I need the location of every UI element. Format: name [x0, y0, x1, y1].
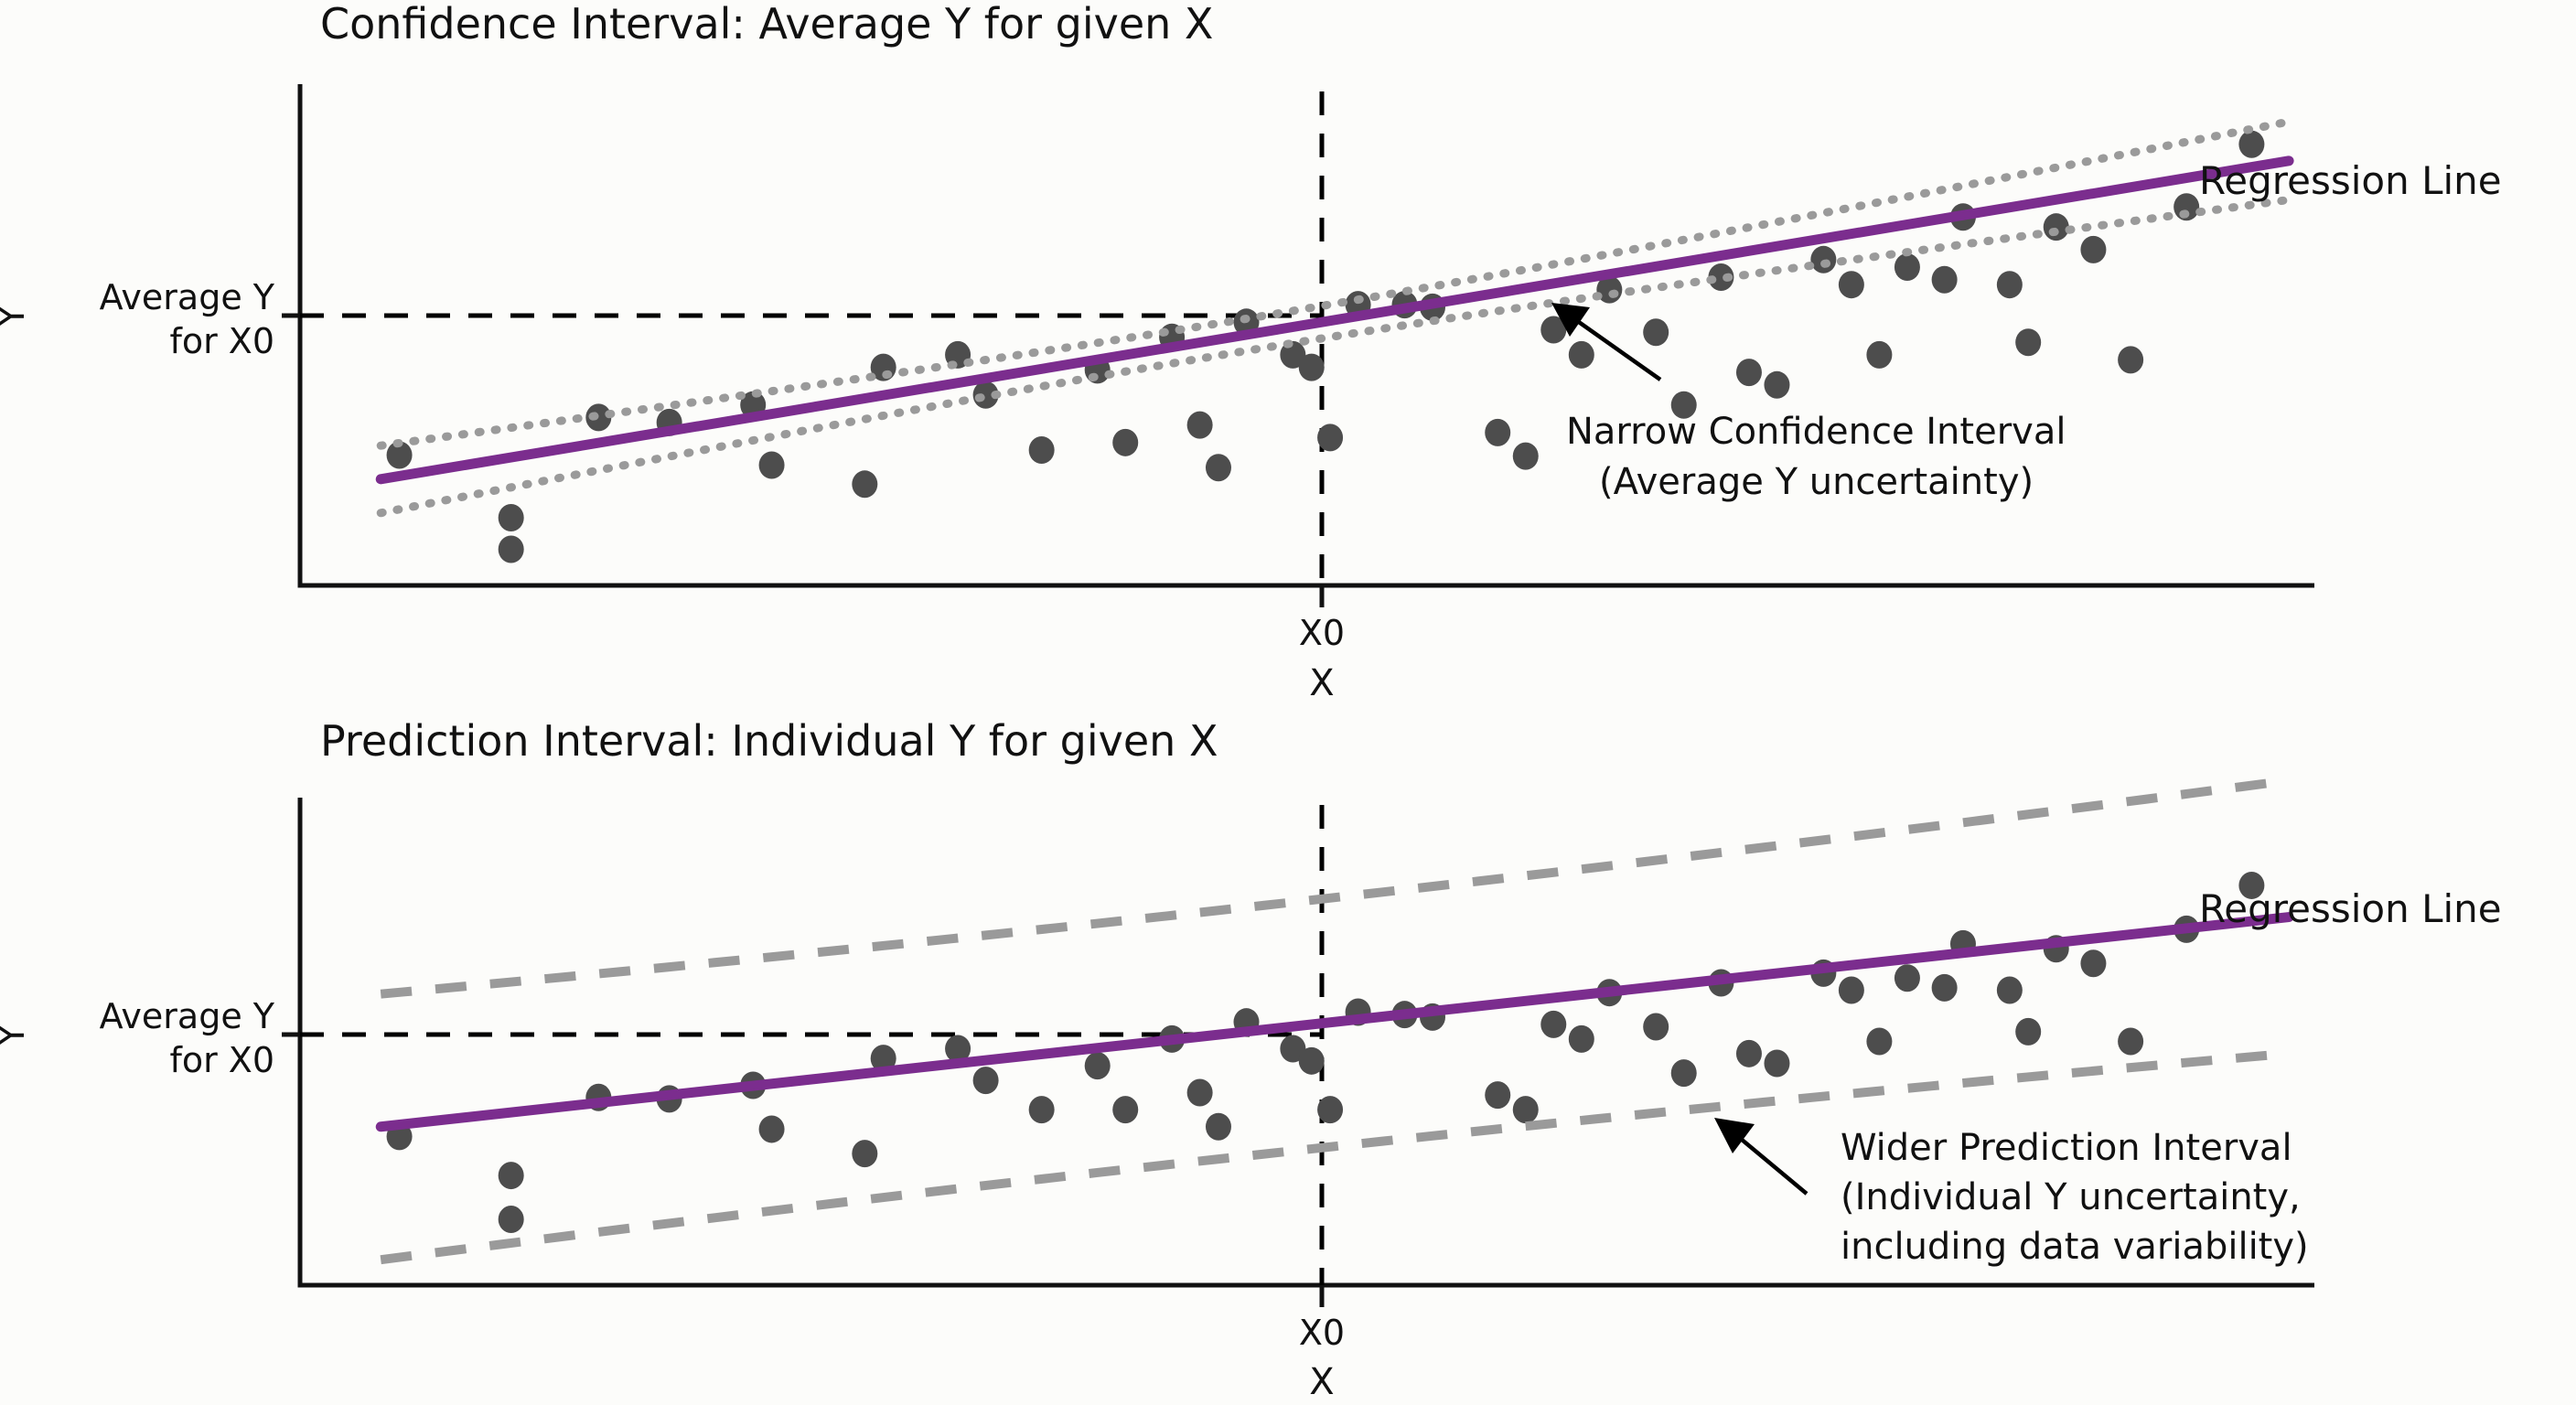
scatter-point [1028, 436, 1055, 465]
scatter-point [852, 470, 878, 499]
scatter-point [1764, 370, 1790, 399]
scatter-point [1866, 340, 1893, 369]
scatter-point [1280, 1035, 1306, 1063]
bottom-x-axis-label: X [1309, 1361, 1334, 1403]
scatter-point [1317, 1096, 1344, 1124]
top-y-axis-label: Y [0, 305, 33, 328]
scatter-point [2080, 235, 2107, 263]
scatter-point [1186, 1078, 1213, 1107]
scatter-point [1317, 424, 1344, 452]
scatter-point [945, 1035, 971, 1063]
panel-title-prediction: Prediction Interval: Individual Y for gi… [320, 716, 1218, 766]
bottom-annotation-line2: (Individual Y uncertainty, [1841, 1176, 2301, 1218]
top-confidence-band-upper [376, 117, 2293, 450]
scatter-point [498, 504, 524, 532]
scatter-point [2118, 346, 2144, 374]
bottom-regression-line [375, 912, 2294, 1132]
scatter-point [1568, 340, 1594, 369]
top-y-ticklabel-line2: for X0 [169, 321, 274, 361]
scatter-point [1735, 1039, 1762, 1067]
bottom-prediction-band-lower [380, 1048, 2290, 1265]
scatter-point [498, 535, 524, 563]
scatter-point [1186, 411, 1213, 439]
scatter-point [1764, 1049, 1790, 1078]
scatter-point [1485, 418, 1511, 446]
bottom-annotation-line1: Wider Prediction Interval [1841, 1127, 2292, 1169]
scatter-point [1670, 1059, 1697, 1088]
scatter-point [1931, 973, 1958, 1002]
bottom-y-axis-label: Y [0, 1024, 33, 1047]
scatter-point [1996, 271, 2023, 299]
scatter-point [2015, 328, 2042, 357]
bottom-y-ticklabel-line1: Average Y [100, 996, 275, 1036]
scatter-point [2043, 213, 2069, 241]
panel-title-confidence: Confidence Interval: Average Y for given… [320, 0, 1213, 48]
bottom-y-ticklabel-line2: for X0 [169, 1040, 274, 1080]
top-x-ticklabel: X0 [1299, 613, 1345, 653]
scatter-point [758, 1115, 785, 1143]
top-panel-axes [297, 84, 2314, 588]
scatter-point [758, 451, 785, 479]
scatter-point [1810, 245, 1837, 273]
scatter-point [1112, 1096, 1139, 1124]
scatter-point [1112, 428, 1139, 456]
top-regression-line [375, 156, 2294, 485]
scatter-point [1996, 976, 2023, 1004]
scatter-point [1643, 1013, 1669, 1041]
scatter-point [585, 403, 612, 432]
top-annotation-arrow [1551, 303, 1662, 381]
scatter-point [2238, 130, 2265, 158]
scatter-point [1298, 353, 1325, 381]
scatter-point [1205, 1112, 1231, 1141]
scatter-point [972, 1067, 999, 1095]
scatter-point [1298, 1046, 1325, 1075]
bottom-prediction-band-upper [380, 776, 2290, 999]
scatter-point [1894, 253, 1920, 282]
scatter-point [1568, 1024, 1594, 1053]
scatter-point [1931, 265, 1958, 294]
scatter-point [1866, 1027, 1893, 1056]
scatter-point [386, 441, 413, 469]
scatter-point [1708, 263, 1734, 291]
scatter-point [1205, 454, 1231, 482]
scatter-point [498, 1162, 524, 1190]
scatter-point [1643, 318, 1669, 347]
scatter-point [1838, 271, 1864, 299]
scatter-point [1838, 976, 1864, 1004]
top-annotation-line2: (Average Y uncertainty) [1599, 461, 2034, 503]
scatter-point [1540, 1010, 1567, 1038]
scatter-point [1512, 1096, 1539, 1124]
scatter-point [1894, 964, 1920, 992]
bottom-x-ticklabel: X0 [1299, 1313, 1345, 1353]
scatter-point [2080, 949, 2107, 978]
top-y-ticklabel-line1: Average Y [100, 277, 275, 317]
scatter-point [1670, 391, 1697, 419]
scatter-point [1485, 1081, 1511, 1110]
top-confidence-band-lower [376, 195, 2293, 518]
scatter-point [498, 1206, 524, 1234]
scatter-point [1735, 359, 1762, 387]
scatter-point [2238, 871, 2265, 899]
scatter-point [1084, 1052, 1111, 1080]
scatter-point [1540, 316, 1567, 344]
top-annotation-line1: Narrow Confidence Interval [1566, 411, 2066, 453]
scatter-point [1512, 442, 1539, 470]
panel-prediction-interval: Prediction Interval: Individual Y for gi… [0, 716, 2502, 1403]
scatter-point [2015, 1017, 2042, 1046]
top-x-axis-label: X [1309, 662, 1334, 704]
scatter-point [852, 1140, 878, 1168]
scatter-point [1028, 1096, 1055, 1124]
bottom-panel-axes [297, 798, 2314, 1288]
bottom-annotation-line3: including data variability) [1841, 1226, 2309, 1268]
bottom-legend-regression-line: Regression Line [2199, 886, 2502, 931]
panel-confidence-interval: Confidence Interval: Average Y for given… [0, 0, 2502, 704]
bottom-annotation-arrow [1714, 1118, 1809, 1196]
scatter-point [2118, 1027, 2144, 1056]
scatter-point [870, 1045, 896, 1073]
top-legend-regression-line: Regression Line [2199, 158, 2502, 203]
